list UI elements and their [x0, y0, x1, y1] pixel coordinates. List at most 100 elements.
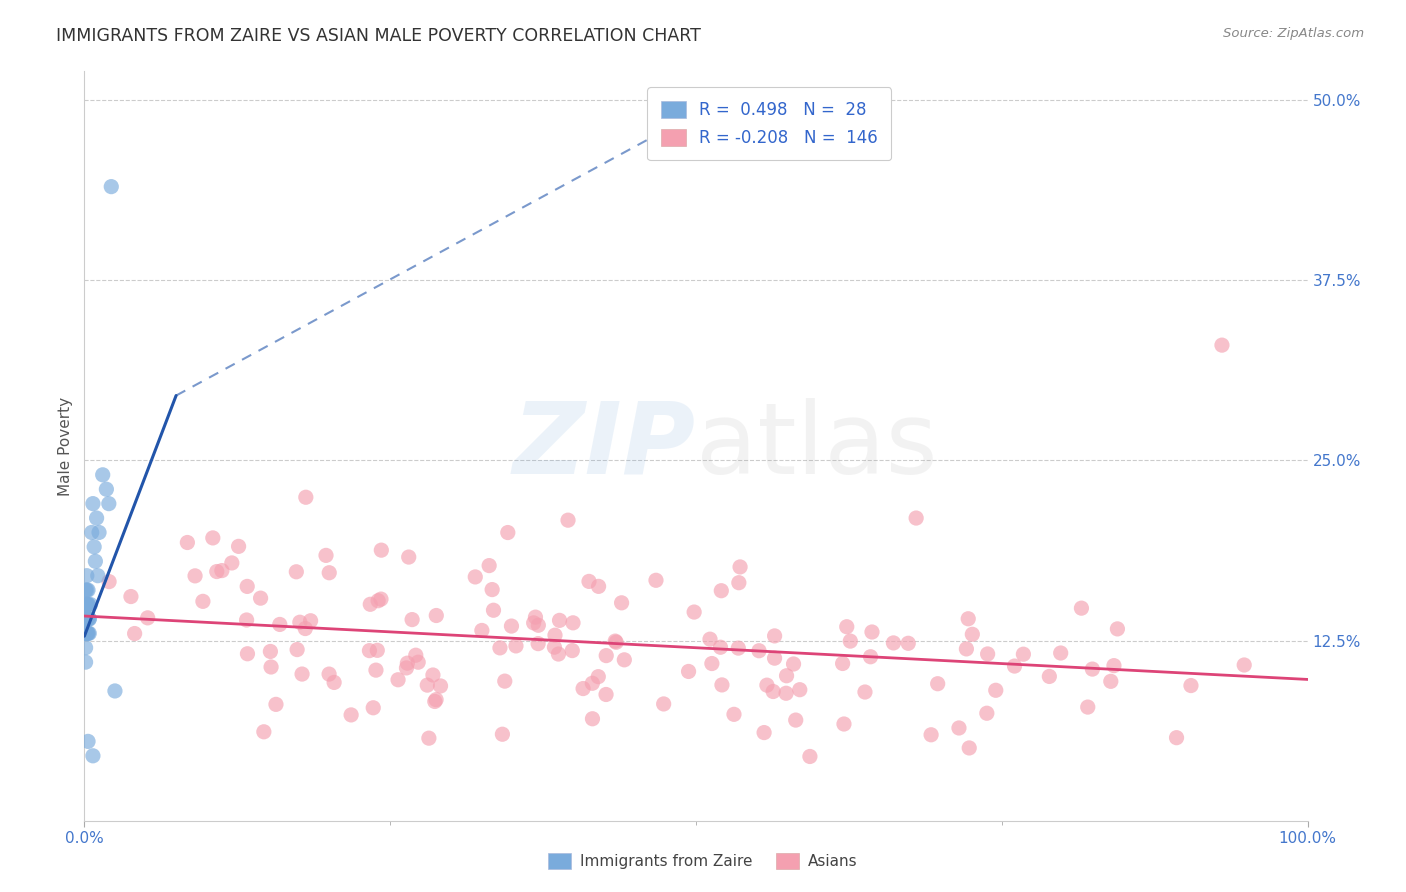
Point — [367, 593, 389, 607]
Point — [831, 657, 853, 671]
Point — [860, 625, 883, 640]
Point — [544, 628, 567, 642]
Point — [83, 540, 105, 554]
Point — [710, 583, 733, 598]
Point — [527, 637, 550, 651]
Point — [176, 535, 198, 549]
Point — [1102, 658, 1125, 673]
Point — [294, 622, 316, 636]
Point — [547, 647, 569, 661]
Point — [84, 554, 107, 568]
Legend: R =  0.498   N =  28, R = -0.208   N =  146: R = 0.498 N = 28, R = -0.208 N = 146 — [648, 87, 891, 161]
Point — [605, 634, 627, 648]
Point — [543, 640, 565, 655]
Point — [683, 605, 706, 619]
Point — [75, 655, 97, 669]
Point — [235, 613, 257, 627]
Point — [927, 676, 949, 690]
Point — [96, 482, 118, 496]
Point — [496, 525, 519, 540]
Point — [1180, 679, 1202, 693]
Point — [709, 640, 731, 655]
Point — [727, 575, 749, 590]
Point — [762, 684, 785, 698]
Point — [104, 684, 127, 698]
Point — [285, 642, 308, 657]
Point — [136, 611, 159, 625]
Point — [1099, 674, 1122, 689]
Point — [77, 626, 100, 640]
Point — [605, 635, 627, 649]
Point — [259, 644, 281, 658]
Point — [76, 626, 98, 640]
Point — [763, 629, 786, 643]
Point — [398, 550, 420, 565]
Point — [613, 653, 636, 667]
Point — [489, 640, 512, 655]
Point — [370, 592, 392, 607]
Point — [1077, 700, 1099, 714]
Point — [562, 615, 585, 630]
Point — [260, 660, 283, 674]
Point — [839, 634, 862, 648]
Point — [572, 681, 595, 696]
Point — [882, 636, 904, 650]
Point — [763, 651, 786, 665]
Point — [76, 612, 98, 626]
Point — [700, 657, 723, 671]
Point — [86, 511, 108, 525]
Point — [120, 590, 142, 604]
Point — [249, 591, 271, 606]
Point — [77, 612, 100, 626]
Point — [76, 626, 98, 640]
Point — [315, 549, 337, 563]
Point — [75, 626, 97, 640]
Point — [588, 579, 610, 593]
Point — [75, 612, 97, 626]
Point — [80, 525, 103, 540]
Point — [77, 612, 100, 626]
Point — [422, 668, 444, 682]
Point — [976, 706, 998, 721]
Point — [396, 656, 419, 670]
Point — [775, 686, 797, 700]
Point — [340, 707, 363, 722]
Point — [481, 582, 503, 597]
Text: Source: ZipAtlas.com: Source: ZipAtlas.com — [1223, 27, 1364, 40]
Point — [491, 727, 513, 741]
Point — [464, 570, 486, 584]
Point — [984, 683, 1007, 698]
Point — [955, 641, 977, 656]
Point — [581, 712, 603, 726]
Point — [595, 648, 617, 663]
Point — [387, 673, 409, 687]
Point — [1070, 601, 1092, 615]
Point — [920, 728, 942, 742]
Point — [76, 598, 98, 612]
Point — [748, 644, 770, 658]
Point — [557, 513, 579, 527]
Point — [236, 647, 259, 661]
Point — [205, 565, 228, 579]
Point — [425, 608, 447, 623]
Point — [429, 679, 451, 693]
Point — [79, 598, 101, 612]
Point — [418, 731, 440, 746]
Point — [75, 583, 97, 598]
Point — [678, 665, 700, 679]
Point — [494, 674, 516, 689]
Point — [948, 721, 970, 735]
Point — [201, 531, 224, 545]
Point — [77, 583, 100, 598]
Point — [1233, 658, 1256, 673]
Y-axis label: Male Poverty: Male Poverty — [58, 396, 73, 496]
Point — [77, 598, 100, 612]
Point — [191, 594, 214, 608]
Point — [269, 617, 291, 632]
Point — [82, 748, 104, 763]
Point — [785, 713, 807, 727]
Point — [76, 583, 98, 598]
Point — [406, 655, 429, 669]
Point — [581, 676, 603, 690]
Point — [318, 667, 340, 681]
